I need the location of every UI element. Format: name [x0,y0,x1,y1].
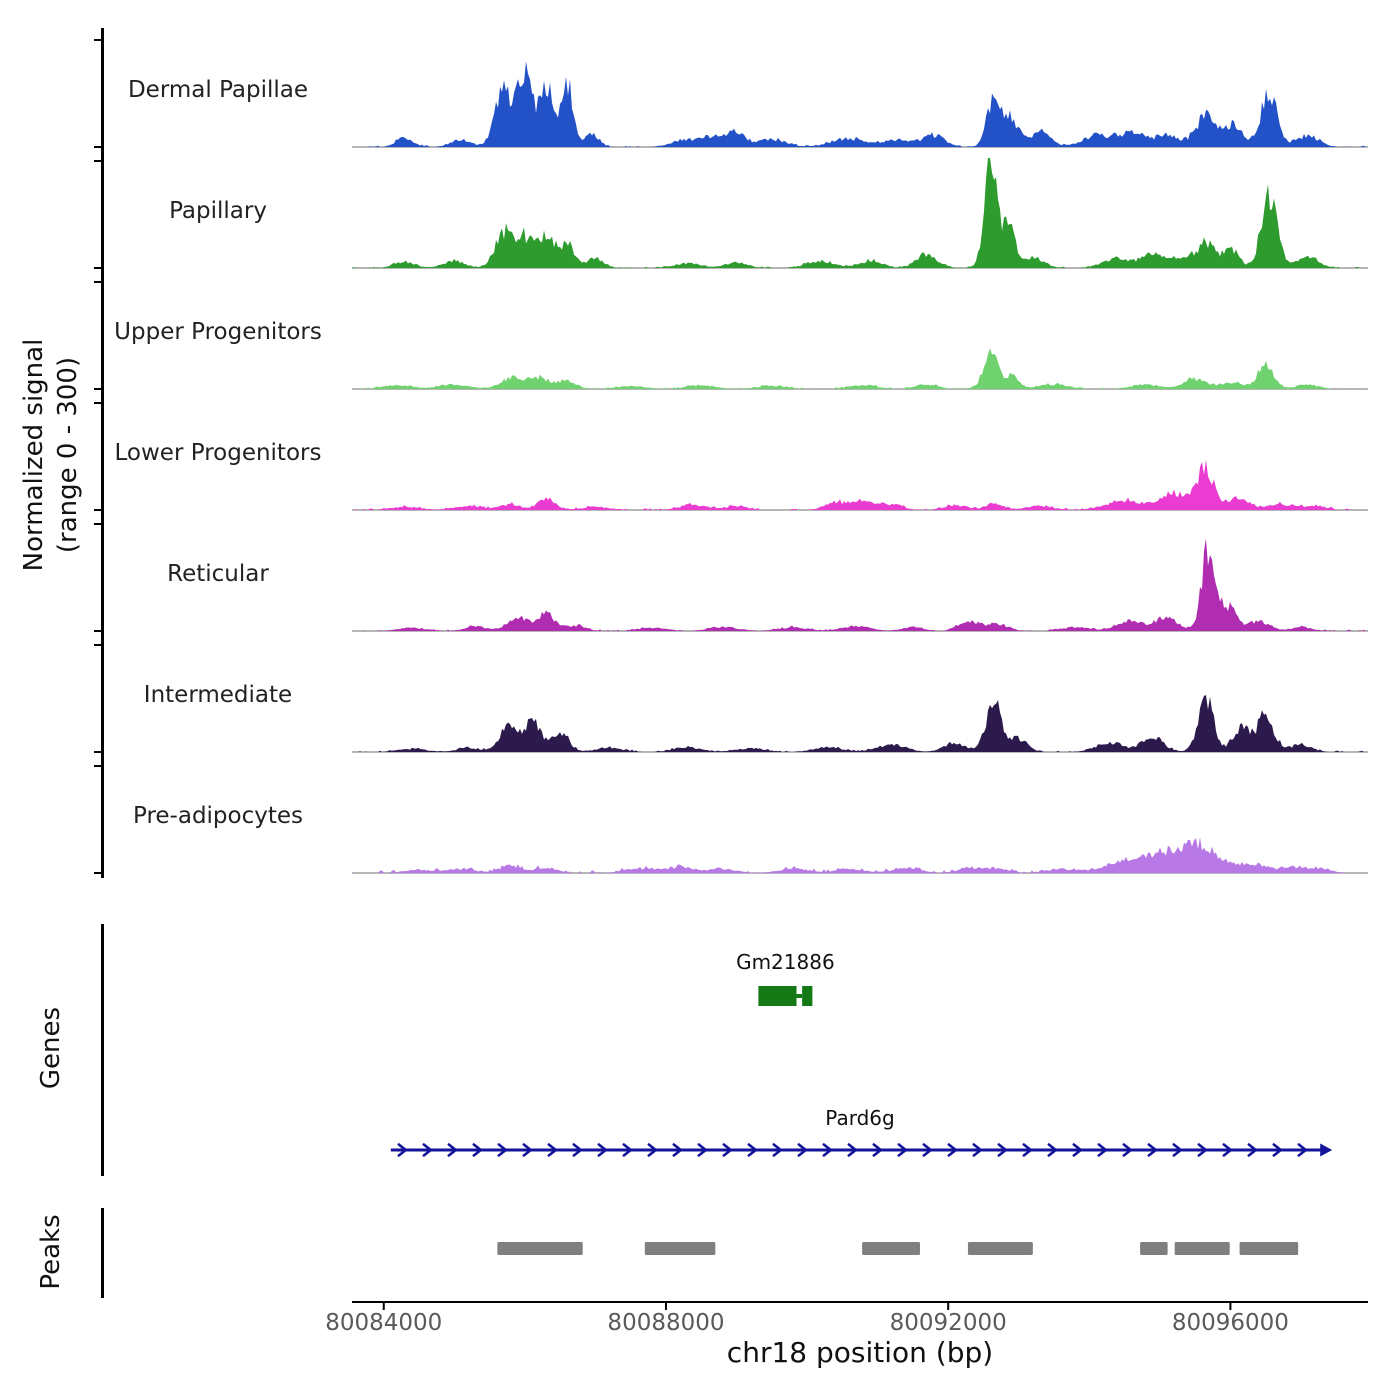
peak-region [1140,1242,1168,1255]
strand-arrow-icon [772,1143,783,1157]
strand-arrow-icon [422,1143,433,1157]
y-axis-label-line1: Normalized signal [19,338,50,572]
strand-arrow-icon [1172,1143,1183,1157]
strand-arrow-icon [972,1143,983,1157]
y-axis-label-line2: (range 0 - 300) [53,356,83,554]
track-label-dermal-papillae: Dermal Papillae [127,77,309,103]
signal-area-5 [352,695,1368,752]
strand-arrow-icon [1022,1143,1033,1157]
signal-area-2 [352,348,1368,389]
strand-arrow-icon [947,1143,958,1157]
gene-label-pard6g: Pard6g [825,1106,895,1130]
strand-arrow-icon [922,1143,933,1157]
peak-region [644,1242,716,1255]
gene-intron-gm21886 [796,994,803,998]
x-tick-label-1: 80088000 [607,1310,725,1336]
strand-arrow-icon [997,1143,1008,1157]
gene-end-arrow-icon [1320,1143,1333,1157]
peak-region [967,1242,1033,1255]
peak-region [1174,1242,1230,1255]
signal-area-3 [352,459,1368,510]
strand-arrow-icon [872,1143,883,1157]
signal-area-6 [352,837,1368,873]
track-label-intermediate: Intermediate [143,682,293,708]
track-label-reticular: Reticular [167,561,269,587]
strand-arrow-icon [847,1143,858,1157]
strand-arrow-icon [647,1143,658,1157]
gene-exon-gm21886 [802,986,813,1006]
track-label-upper-progenitors: Upper Progenitors [114,319,322,345]
track-label-papillary: Papillary [169,198,267,224]
strand-arrow-icon [1147,1143,1158,1157]
strand-arrow-icon [1197,1143,1208,1157]
strand-arrow-icon [722,1143,733,1157]
signal-area-4 [352,538,1368,631]
strand-arrow-icon [1297,1143,1308,1157]
strand-arrow-icon [1247,1143,1258,1157]
strand-arrow-icon [622,1143,633,1157]
strand-arrow-icon [747,1143,758,1157]
strand-arrow-icon [897,1143,908,1157]
x-tick-label-3: 80096000 [1171,1310,1289,1336]
strand-arrow-icon [797,1143,808,1157]
strand-arrow-icon [822,1143,833,1157]
strand-arrow-icon [672,1143,683,1157]
strand-arrow-icon [1122,1143,1133,1157]
gene-exon-gm21886 [758,986,797,1006]
peak-region [862,1242,920,1255]
signal-area-0 [352,61,1368,148]
strand-arrow-icon [1272,1143,1283,1157]
signal-area-1 [352,158,1368,268]
strand-arrow-icon [547,1143,558,1157]
strand-arrow-icon [522,1143,533,1157]
strand-arrow-icon [447,1143,458,1157]
strand-arrow-icon [497,1143,508,1157]
strand-arrow-icon [1047,1143,1058,1157]
peak-region [1239,1242,1299,1255]
track-label-lower-progenitors: Lower Progenitors [114,440,322,466]
strand-arrow-icon [572,1143,583,1157]
gene-label-gm21886: Gm21886 [736,950,835,974]
strand-arrow-icon [1072,1143,1083,1157]
strand-arrow-icon [397,1143,408,1157]
strand-arrow-icon [597,1143,608,1157]
peak-region [497,1242,583,1255]
x-axis-title: chr18 position (bp) [726,1336,994,1369]
strand-arrow-icon [697,1143,708,1157]
strand-arrow-icon [1222,1143,1233,1157]
strand-arrow-icon [472,1143,483,1157]
x-tick-label-0: 80084000 [325,1310,443,1336]
track-label-pre-adipocytes: Pre-adipocytes [132,803,304,829]
strand-arrow-icon [1097,1143,1108,1157]
x-tick-label-2: 80092000 [889,1310,1007,1336]
